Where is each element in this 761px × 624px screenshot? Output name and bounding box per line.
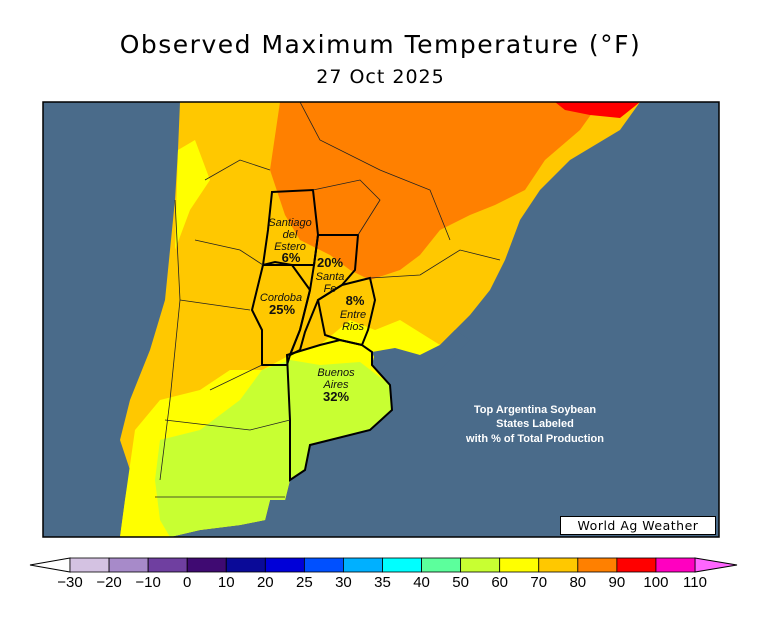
state-name: Cordoba (260, 292, 302, 304)
color-legend: −30 −20 −10 0 10 20 25 30 35 40 50 60 70 80 90 100 110 (29, 557, 738, 591)
state-percent: 20% (317, 255, 343, 270)
legend-tick-label: 60 (491, 574, 508, 591)
legend-swatch (616, 557, 657, 573)
legend-swatch (577, 557, 618, 573)
state-label-entre-rios: 8% Entre Rios (340, 293, 366, 333)
legend-tick-label: −10 (135, 574, 160, 591)
legend-swatch (147, 557, 188, 573)
legend-swatch (460, 557, 501, 573)
state-name: del (283, 229, 298, 241)
state-percent: 32% (323, 389, 349, 404)
legend-tick-label: 90 (609, 574, 626, 591)
legend-swatch (343, 557, 383, 573)
state-label-buenos-aires: Buenos Aires 32% (317, 367, 355, 404)
state-name: Estero (274, 241, 306, 253)
state-name: Santiago (268, 217, 311, 229)
state-name: Aires (322, 379, 349, 391)
legend-swatch (186, 557, 227, 573)
map-title: Observed Maximum Temperature (°F) (119, 30, 642, 59)
rio-de-la-plata (372, 330, 470, 375)
legend-low-arrow (29, 557, 71, 573)
state-percent: 25% (269, 302, 295, 317)
state-name: Buenos (317, 367, 355, 379)
annotation-line: with % of Total Production (465, 433, 604, 445)
legend-swatch (655, 557, 696, 573)
state-percent: 8% (346, 293, 365, 308)
credit-label: World Ag Weather (560, 516, 716, 535)
legend-tick-label: −20 (96, 574, 121, 591)
legend-swatch (69, 557, 110, 573)
map-date: 27 Oct 2025 (316, 66, 445, 88)
legend-tick-label: 35 (374, 574, 391, 591)
legend-tick-label: 25 (296, 574, 313, 591)
legend-high-arrow (694, 557, 738, 573)
state-name: Fe (324, 283, 337, 295)
soybean-state-borders (250, 188, 394, 482)
legend-swatch (382, 557, 422, 573)
land-temperature-50-60 (155, 360, 392, 537)
legend-tick-label: 20 (257, 574, 274, 591)
province-borders (155, 102, 501, 498)
legend-swatch (225, 557, 266, 573)
legend-tick-label: 100 (643, 574, 668, 591)
legend-tick-label: 110 (683, 574, 707, 591)
legend-swatch (538, 557, 579, 573)
legend-tick-label: 50 (452, 574, 469, 591)
legend-tick-label: −30 (57, 574, 82, 591)
state-name: Santa (316, 271, 345, 283)
legend-tick-label: 80 (569, 574, 586, 591)
land-temperature-60-70-north (175, 140, 210, 250)
legend-swatch (421, 557, 462, 573)
state-name: Entre (340, 309, 366, 321)
state-label-cordoba: Cordoba 25% (260, 292, 302, 317)
legend-tick-label: 70 (530, 574, 547, 591)
legend-swatch (499, 557, 540, 573)
legend-tick-label: 0 (183, 574, 191, 591)
legend-swatch (108, 557, 149, 573)
legend-tick-label: 40 (413, 574, 430, 591)
annotation-line: Top Argentina Soybean (474, 404, 597, 416)
legend-tick-label: 30 (335, 574, 352, 591)
border-cordoba (250, 264, 312, 366)
map-frame (42, 101, 720, 538)
border-santa-fe (288, 234, 360, 358)
state-name: Rios (342, 321, 365, 333)
annotation-note: Top Argentina Soybean States Labeled wit… (465, 404, 604, 445)
legend-swatch (264, 557, 305, 573)
state-percent: 6% (282, 250, 301, 265)
land-temperature-90-100 (555, 102, 640, 118)
legend-swatch (303, 557, 344, 573)
state-label-santiago-del-estero: Santiago del Estero 6% (268, 217, 311, 265)
annotation-line: States Labeled (496, 418, 574, 430)
state-label-santa-fe: 20% Santa Fe (316, 255, 345, 295)
border-buenos-aires (285, 338, 394, 482)
legend-tick-label: 10 (218, 574, 235, 591)
